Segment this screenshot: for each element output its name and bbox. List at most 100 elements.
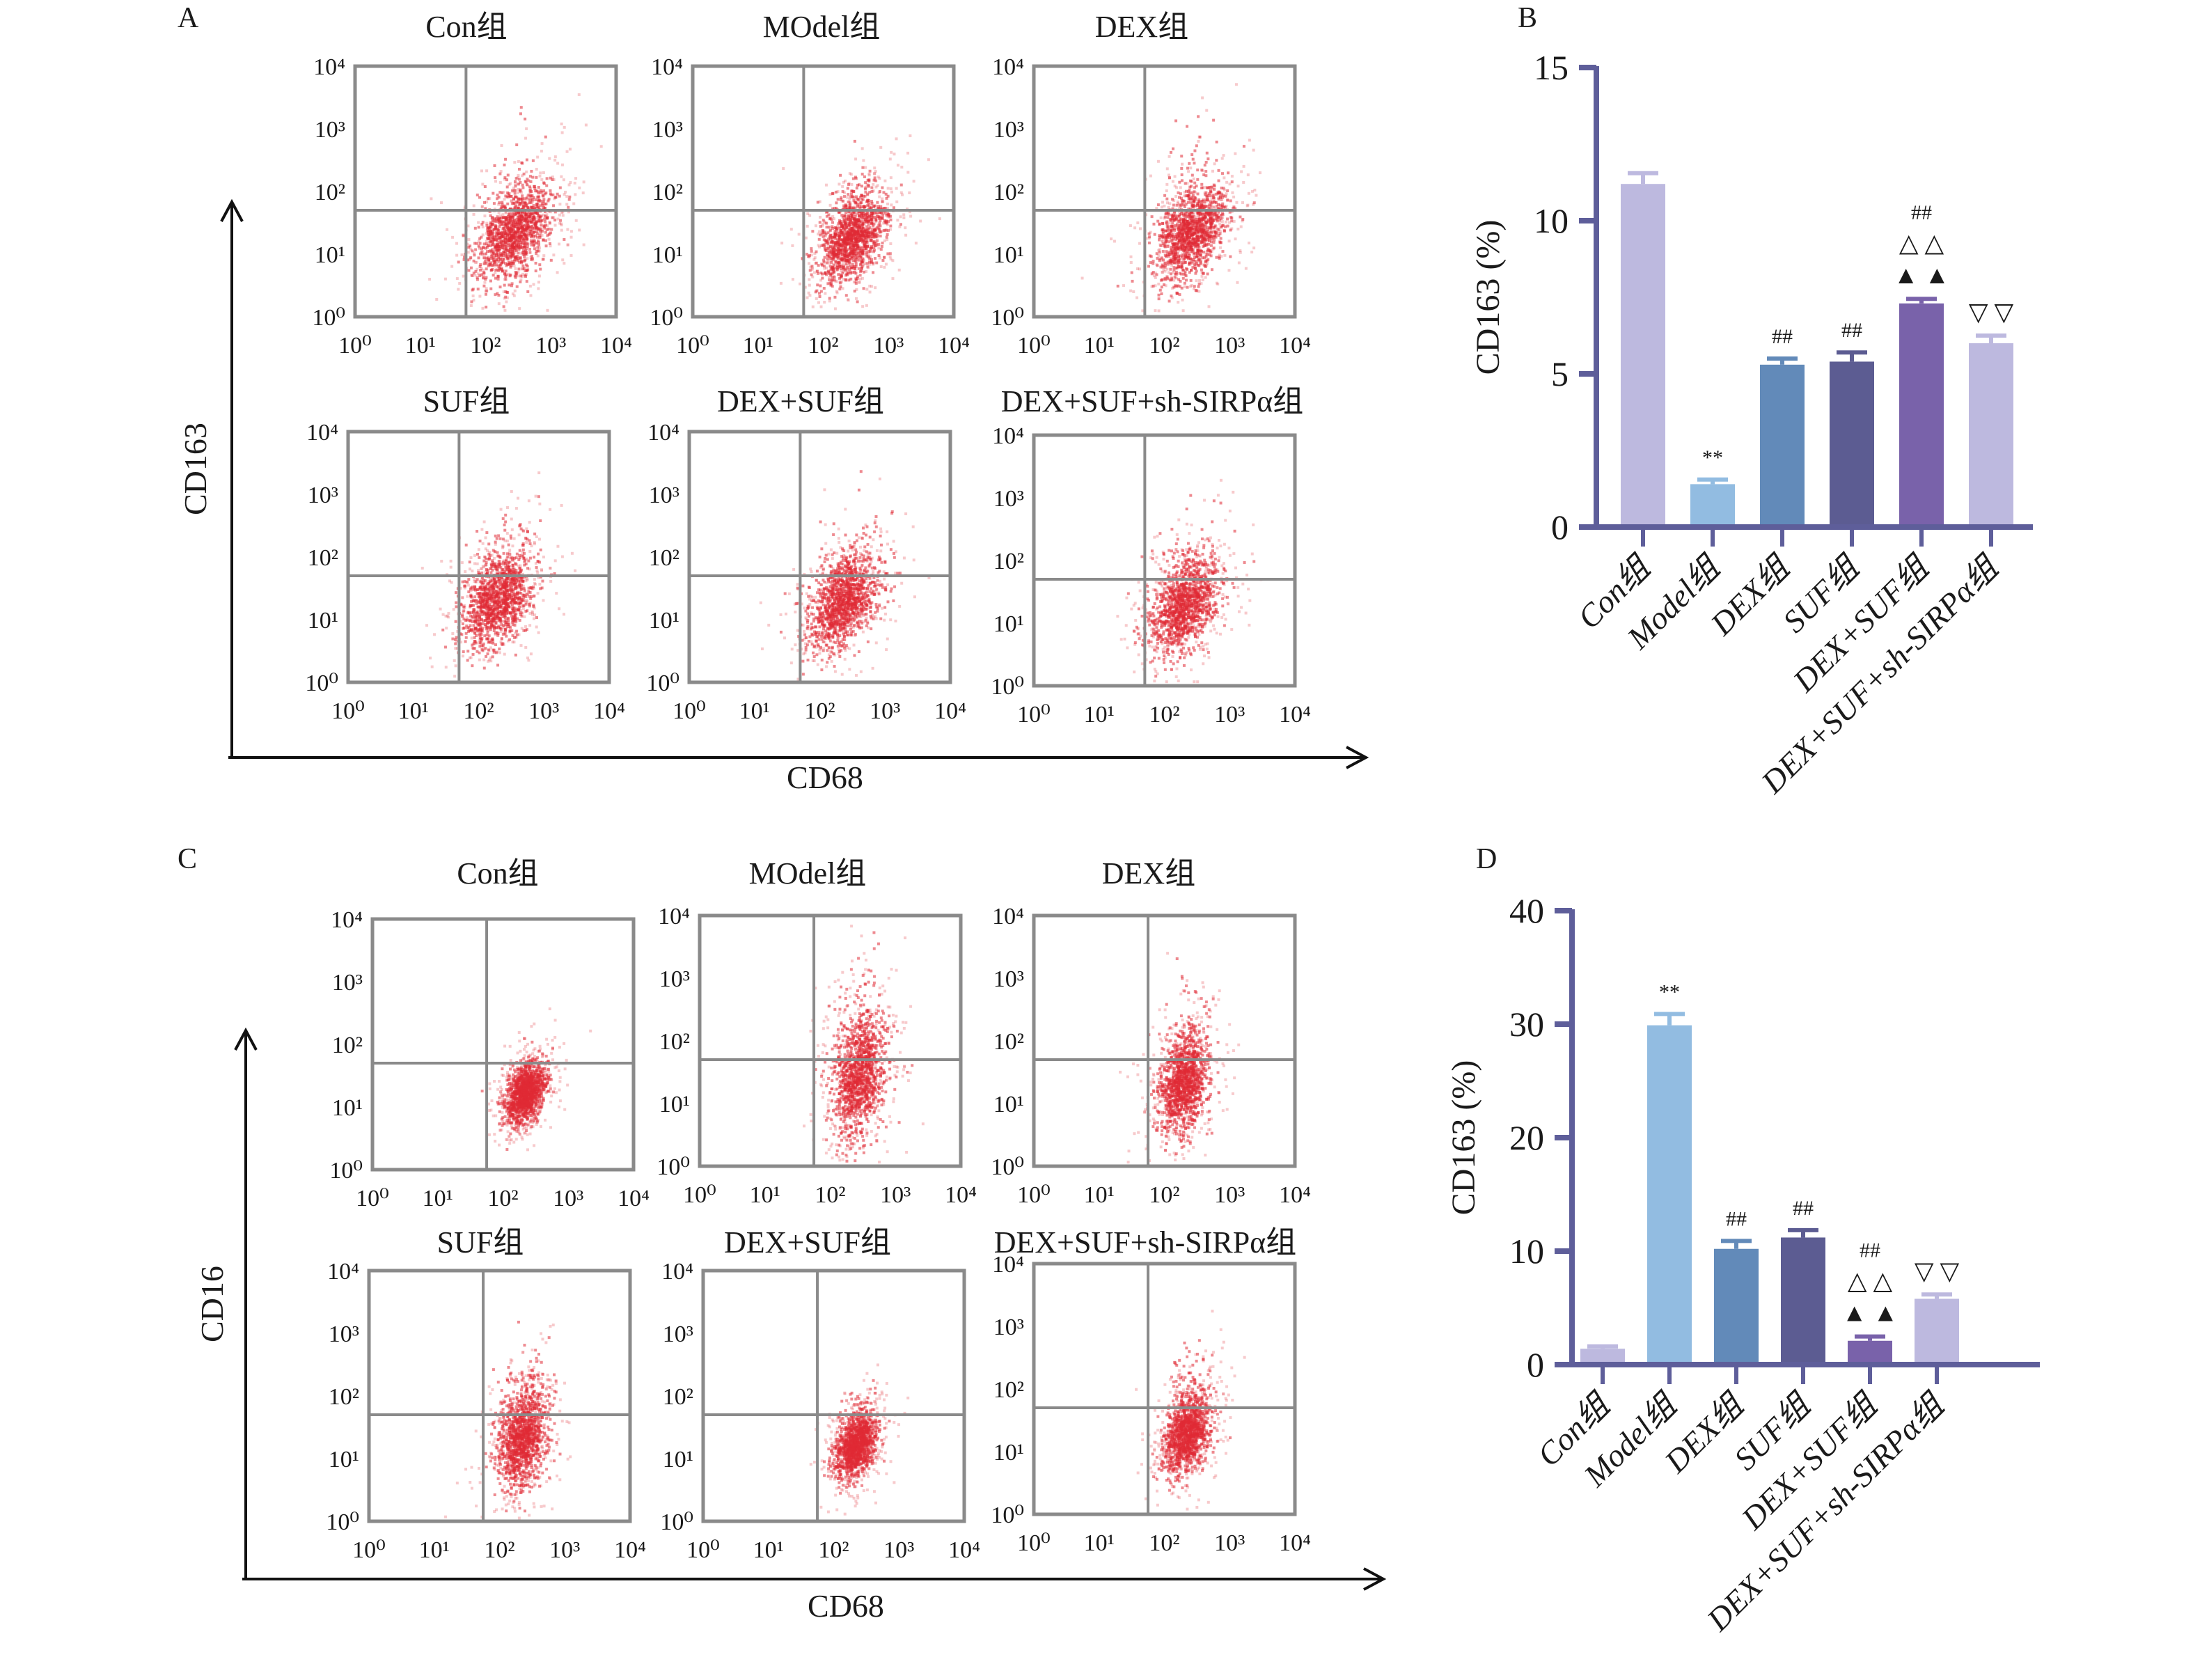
- flow-x-tick-label: 10⁴: [593, 698, 625, 724]
- flow-x-tick-label: 10²: [818, 1537, 849, 1563]
- bar: [1848, 1340, 1892, 1362]
- significance-marker: ##: [1793, 1197, 1814, 1220]
- flow-y-tick-label: 10⁴: [992, 904, 1024, 929]
- y-axis-title: CD163 (%): [1445, 1060, 1482, 1216]
- flow-c-title-suf: SUF组: [437, 1225, 524, 1259]
- flow-y-tick-label: 10²: [993, 549, 1024, 574]
- flow-x-tick-label: 10³: [1214, 702, 1245, 728]
- flow-y-tick-label: 10⁰: [991, 1154, 1024, 1180]
- flow-y-tick-label: 10⁰: [326, 1509, 359, 1535]
- y-tick-label: 30: [1509, 1005, 1544, 1044]
- flow-y-tick-label: 10²: [663, 1384, 693, 1410]
- flow-x-tick-label: 10³: [535, 333, 566, 359]
- significance-marker: ▽ ▽: [1969, 298, 2014, 326]
- flow-x-tick-label: 10²: [1149, 1182, 1179, 1208]
- significance-marker: ▲ ▲: [1842, 1299, 1898, 1327]
- flow-y-tick-label: 10³: [315, 117, 345, 143]
- significance-marker: ▽ ▽: [1915, 1257, 1960, 1285]
- flow-y-tick-label: 10²: [659, 1029, 690, 1055]
- flow-a-title-dex-suf: DEX+SUF组: [717, 384, 884, 418]
- flow-y-tick-label: 10⁰: [646, 670, 679, 696]
- flow-x-tick-label: 10⁴: [1279, 1182, 1311, 1208]
- flow-x-tick-label: 10³: [528, 698, 559, 724]
- flow-y-tick-label: 10⁴: [992, 54, 1024, 80]
- panel-a-x-axis-title: CD68: [787, 760, 863, 795]
- flow-y-tick-label: 10¹: [332, 1095, 363, 1121]
- flow-y-tick-label: 10⁰: [657, 1154, 690, 1180]
- flow-x-tick-label: 10²: [487, 1186, 518, 1211]
- significance-marker: △ △: [1848, 1267, 1893, 1295]
- significance-marker: ▲ ▲: [1894, 261, 1949, 289]
- flow-y-tick-label: 10⁴: [327, 1259, 359, 1285]
- panel-letter-b: B: [1518, 2, 1538, 34]
- flow-y-tick-label: 10⁴: [992, 423, 1024, 449]
- flow-x-tick-label: 10³: [553, 1186, 583, 1211]
- flow-event-dots: [480, 1007, 592, 1152]
- bar: [1714, 1248, 1759, 1362]
- flow-x-tick-label: 10⁴: [945, 1182, 977, 1208]
- flow-plot-frame: [353, 64, 618, 319]
- significance-marker: **: [1659, 980, 1680, 1003]
- flow-x-tick-label: 10¹: [753, 1537, 784, 1563]
- flow-x-tick-label: 10¹: [1084, 333, 1115, 359]
- panel-c-x-arrowhead: [1363, 1567, 1387, 1591]
- significance-marker: ##: [1860, 1239, 1880, 1262]
- bar: [1621, 184, 1665, 524]
- flow-x-tick-label: 10³: [873, 333, 904, 359]
- flow-plot-frame: [370, 917, 636, 1172]
- flow-event-dots: [1119, 952, 1241, 1164]
- flow-x-tick-label: 10¹: [419, 1537, 450, 1563]
- flow-x-tick-label: 10⁴: [1279, 333, 1311, 359]
- flow-y-tick-label: 10¹: [649, 608, 679, 634]
- flow-plot-frame: [698, 913, 963, 1168]
- flow-y-tick-label: 10¹: [993, 1440, 1024, 1466]
- flow-x-tick-label: 10³: [1214, 1530, 1245, 1556]
- flow-y-tick-label: 10³: [993, 486, 1024, 512]
- flow-y-tick-label: 10⁰: [991, 305, 1024, 331]
- flow-x-tick-label: 10⁰: [1017, 1530, 1051, 1556]
- flow-y-tick-label: 10²: [332, 1033, 363, 1058]
- flow-c-title-dex-suf: DEX+SUF组: [724, 1225, 891, 1259]
- bar: [1580, 1349, 1625, 1362]
- panel-c-x-axis-title: CD68: [808, 1588, 884, 1624]
- y-tick-label: 10: [1509, 1232, 1544, 1271]
- flow-x-tick-label: 10⁰: [673, 698, 706, 724]
- flow-x-tick-label: 10²: [815, 1182, 845, 1208]
- flow-y-tick-label: 10²: [308, 545, 338, 571]
- bar: [1690, 484, 1735, 524]
- flow-c-title-con: Con组: [457, 856, 539, 890]
- flow-c-title-dex: DEX组: [1101, 856, 1196, 890]
- flow-x-tick-label: 10³: [1214, 333, 1245, 359]
- y-tick-label: 40: [1509, 891, 1544, 930]
- flow-x-tick-label: 10¹: [750, 1182, 780, 1208]
- flow-x-tick-label: 10⁰: [1017, 333, 1051, 359]
- flow-a-title-dex-suf-sh: DEX+SUF+sh-SIRPα组: [1000, 384, 1304, 418]
- flow-y-tick-label: 10²: [993, 1377, 1024, 1403]
- flow-a-title-dex: DEX组: [1094, 10, 1189, 44]
- flow-event-dots: [1116, 478, 1263, 684]
- flow-y-tick-label: 10³: [649, 482, 679, 508]
- bar: [1969, 343, 2013, 524]
- flow-y-tick-label: 10⁴: [313, 54, 345, 80]
- flow-x-tick-label: 10⁴: [600, 333, 632, 359]
- bar: [1647, 1025, 1692, 1362]
- panel-a-x-arrowhead: [1346, 746, 1369, 769]
- panel-c-y-arrowhead: [234, 1027, 258, 1051]
- flow-y-tick-label: 10³: [663, 1321, 693, 1347]
- flow-event-dots: [428, 93, 603, 312]
- flow-x-tick-label: 10¹: [423, 1186, 453, 1211]
- flow-y-tick-label: 10⁴: [992, 1252, 1024, 1278]
- flow-x-tick-label: 10²: [463, 698, 494, 724]
- y-tick-label: 5: [1551, 354, 1569, 393]
- flow-y-tick-label: 10¹: [329, 1447, 359, 1473]
- flow-y-tick-label: 10²: [315, 180, 345, 205]
- flow-y-tick-label: 10⁴: [647, 420, 679, 446]
- flow-y-tick-label: 10²: [993, 1029, 1024, 1055]
- flow-y-tick-label: 10⁰: [312, 305, 345, 331]
